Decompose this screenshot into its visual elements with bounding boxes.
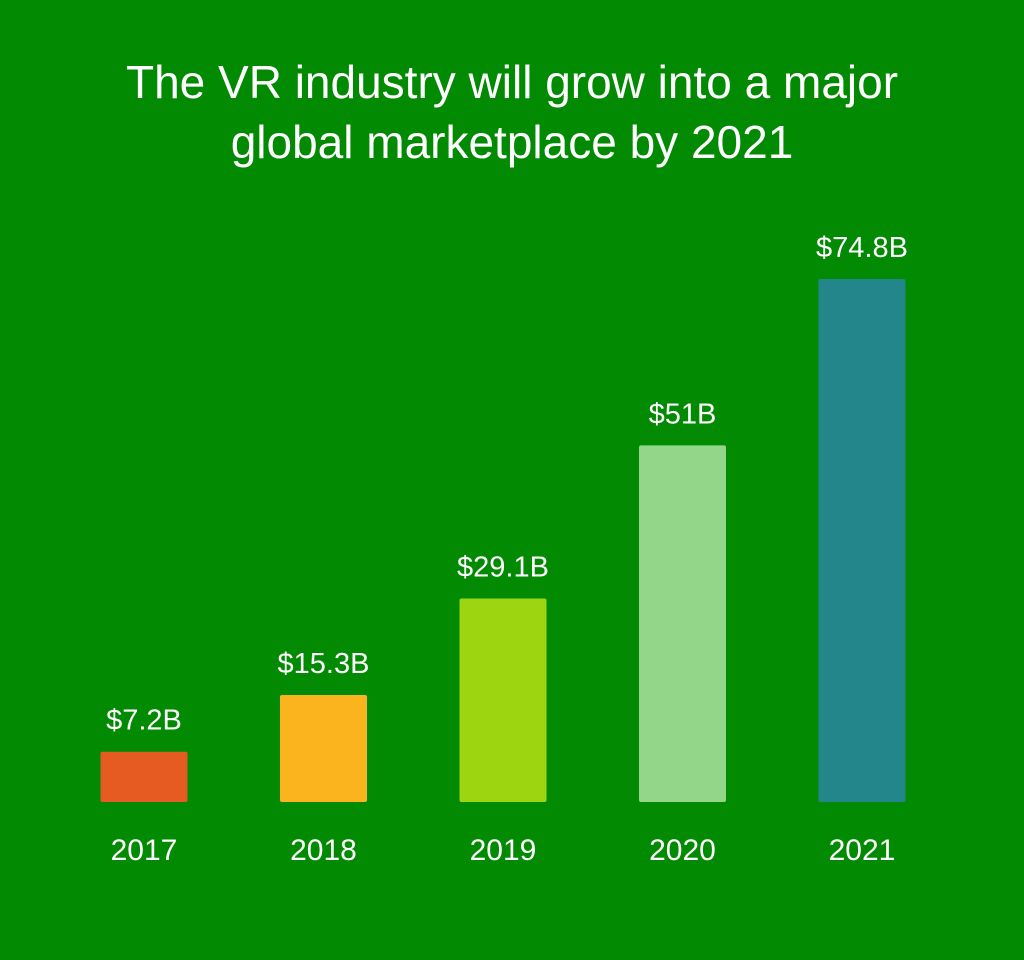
category-label-2019: 2019	[470, 834, 537, 867]
category-label-2017: 2017	[111, 834, 178, 867]
value-label-2021: $74.8B	[816, 232, 908, 264]
value-label-2020: $51B	[649, 398, 717, 430]
category-label-2020: 2020	[649, 834, 716, 867]
bar-2021	[818, 279, 906, 802]
category-label-2021: 2021	[829, 834, 896, 867]
bar-2018	[280, 695, 367, 802]
bar-2017	[100, 751, 188, 802]
chart-title: The VR industry will grow into a major g…	[0, 52, 1024, 172]
value-label-2017: $7.2B	[106, 705, 182, 737]
bar-2020	[639, 445, 726, 802]
value-label-2018: $15.3B	[278, 648, 370, 680]
chart-title-line-1: The VR industry will grow into a major	[125, 56, 899, 108]
category-label-2018: 2018	[290, 834, 357, 867]
chart-title-line-2: global marketplace by 2021	[230, 116, 794, 168]
value-label-2019: $29.1B	[457, 552, 549, 584]
bar-2019	[459, 598, 547, 802]
